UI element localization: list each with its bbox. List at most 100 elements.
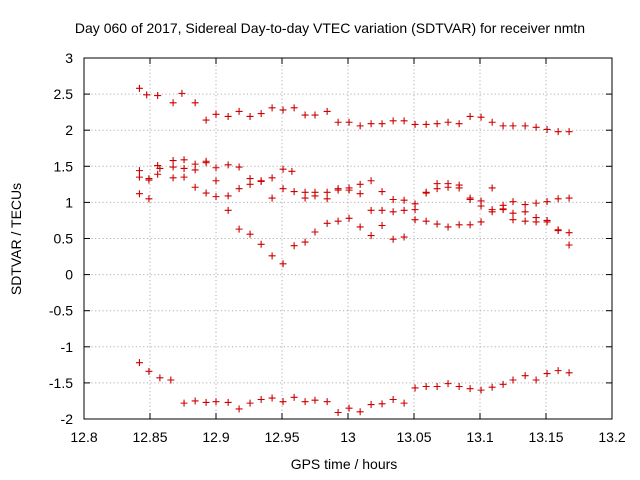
data-point-middle-b <box>145 175 153 183</box>
data-point-dip <box>345 214 353 222</box>
data-point-middle-a <box>323 188 331 196</box>
data-point-middle-a <box>400 196 408 204</box>
data-point-middle-b <box>135 173 143 181</box>
data-point-middle-a <box>543 198 551 206</box>
data-point-lower <box>202 398 210 406</box>
data-point-middle-a <box>389 196 397 204</box>
data-point-dip <box>466 221 474 229</box>
data-point-upper <box>191 99 199 107</box>
data-point-upper <box>466 112 474 120</box>
data-point-lower <box>477 386 485 394</box>
data-point-dip <box>145 195 153 203</box>
data-point-upper <box>279 106 287 114</box>
data-point-upper <box>301 111 309 119</box>
data-point-middle-b <box>279 185 287 193</box>
data-point-middle-b <box>345 184 353 192</box>
data-point-middle-b <box>565 229 573 237</box>
data-point-lower <box>268 394 276 402</box>
data-point-lower <box>167 376 175 384</box>
data-point-lower <box>521 372 529 380</box>
data-point-lower <box>499 380 507 388</box>
data-point-middle-b <box>334 185 342 193</box>
y-tick-label: 1 <box>65 194 73 210</box>
data-point-middle-b <box>154 170 162 178</box>
data-point-middle-a <box>268 174 276 182</box>
data-point-upper <box>554 128 562 136</box>
data-point-middle-a <box>135 167 143 175</box>
data-point-lower <box>212 398 220 406</box>
data-point-lower <box>180 399 188 407</box>
data-point-upper <box>212 110 220 118</box>
data-point-dip <box>367 232 375 240</box>
data-point-middle-b <box>444 183 452 191</box>
y-axis-label: SDTVAR / TECUs <box>8 183 24 295</box>
data-point-dip <box>257 240 265 248</box>
data-point-upper <box>565 128 573 136</box>
data-point-dip <box>235 225 243 233</box>
x-tick-label: 13.05 <box>396 429 431 445</box>
data-point-dip <box>543 218 551 226</box>
data-point-lower <box>422 383 430 391</box>
y-tick-label: -2 <box>61 411 74 427</box>
data-point-middle-b <box>212 193 220 201</box>
data-point-middle-a <box>565 194 573 202</box>
data-point-middle-b <box>422 188 430 196</box>
y-tick-label: 0 <box>65 267 73 283</box>
data-point-middle-b <box>389 208 397 216</box>
data-point-middle-a <box>235 163 243 171</box>
data-point-middle-b <box>378 206 386 214</box>
x-axis-label: GPS time / hours <box>291 456 398 472</box>
data-point-middle-a <box>356 180 364 188</box>
chart-title: Day 060 of 2017, Sidereal Day-to-day VTE… <box>75 20 585 36</box>
data-point-middle-a <box>279 165 287 173</box>
x-tick-label: 12.8 <box>70 429 97 445</box>
data-point-dip <box>180 164 188 172</box>
data-point-middle-b <box>521 208 529 216</box>
data-point-dip <box>389 235 397 243</box>
data-point-lower <box>509 376 517 384</box>
data-point-lower <box>290 393 298 401</box>
x-tick-label: 13.15 <box>528 429 563 445</box>
data-point-lower <box>145 367 153 375</box>
data-point-dip <box>509 216 517 224</box>
grid <box>84 58 612 419</box>
data-point-upper <box>400 117 408 125</box>
data-point-lower <box>323 398 331 406</box>
data-markers <box>135 84 573 417</box>
data-point-upper <box>224 112 232 120</box>
data-point-lower <box>455 383 463 391</box>
data-point-lower <box>135 359 143 367</box>
data-point-middle-a <box>169 157 177 165</box>
data-point-lower <box>543 370 551 378</box>
data-point-lower <box>367 401 375 409</box>
data-point-middle-a <box>488 184 496 192</box>
data-point-lower <box>246 399 254 407</box>
data-point-upper <box>356 122 364 130</box>
data-point-middle-a <box>554 195 562 203</box>
data-point-upper <box>154 92 162 100</box>
data-point-upper <box>543 125 551 133</box>
data-point-middle-b <box>180 173 188 181</box>
x-tick-label: 13.2 <box>598 429 625 445</box>
data-point-lower <box>334 409 342 417</box>
data-point-upper <box>433 120 441 128</box>
data-point-middle-a <box>378 188 386 196</box>
data-point-upper <box>411 120 419 128</box>
data-point-upper <box>323 107 331 115</box>
data-point-dip <box>169 163 177 171</box>
data-point-middle-b <box>202 189 210 197</box>
data-point-lower <box>411 384 419 392</box>
data-point-upper <box>532 123 540 131</box>
data-point-upper <box>143 91 151 99</box>
data-point-lower <box>532 376 540 384</box>
data-point-dip <box>378 222 386 230</box>
x-tick-labels: 12.8 12.85 12.9 12.95 13 13.05 13.1 13.15 13.2 <box>70 429 625 445</box>
data-point-middle-b <box>290 188 298 196</box>
data-point-dip <box>224 206 232 214</box>
data-point-middle-b <box>411 206 419 214</box>
data-point-middle-a <box>212 164 220 172</box>
data-point-middle-b <box>311 192 319 200</box>
data-point-dip <box>455 221 463 229</box>
data-point-middle-b <box>433 185 441 193</box>
